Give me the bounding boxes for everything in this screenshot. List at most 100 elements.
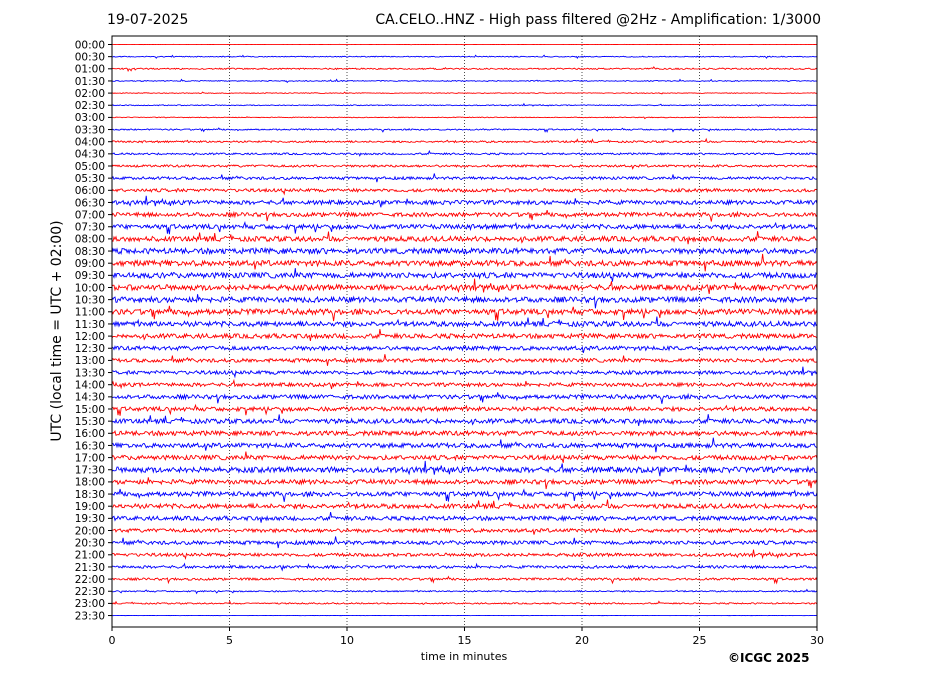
trace-0230 <box>111 102 818 107</box>
x-tick-label: 25 <box>693 634 707 647</box>
y-tick-label: 00:00 <box>75 39 105 51</box>
y-tick-label: 01:00 <box>75 64 105 76</box>
trace-0830 <box>111 246 818 256</box>
trace-1130 <box>111 316 818 328</box>
trace-0630 <box>111 195 818 208</box>
trace-0700 <box>111 209 818 222</box>
y-tick-label: 21:00 <box>75 550 105 562</box>
trace-1700 <box>111 451 818 463</box>
y-tick-label: 08:30 <box>75 246 105 258</box>
y-tick-label: 11:00 <box>75 307 105 319</box>
trace-0130 <box>111 78 818 84</box>
y-tick-label: 13:00 <box>75 355 105 367</box>
y-tick-label: 06:00 <box>75 185 105 197</box>
trace-1830 <box>111 488 818 502</box>
y-tick-label: 17:00 <box>75 452 105 464</box>
trace-1400 <box>111 378 818 390</box>
trace-2230 <box>111 588 818 595</box>
grid-layer <box>229 36 700 627</box>
trace-0930 <box>111 268 818 282</box>
y-tick-label: 10:00 <box>75 282 105 294</box>
y-tick-label: 20:30 <box>75 537 105 549</box>
y-tick-label: 12:30 <box>75 343 105 355</box>
y-tick-label: 02:30 <box>75 100 105 112</box>
trace-0900 <box>111 253 818 272</box>
x-tick-label: 20 <box>575 634 589 647</box>
x-tick-label: 30 <box>810 634 824 647</box>
trace-1230 <box>111 344 818 354</box>
y-tick-label: 13:30 <box>75 367 105 379</box>
trace-1630 <box>111 437 818 453</box>
chart-title: CA.CELO..HNZ - High pass filtered @2Hz -… <box>375 12 821 28</box>
trace-0400 <box>111 137 818 144</box>
y-tick-label: 04:30 <box>75 149 105 161</box>
trace-2130 <box>111 562 817 572</box>
trace-layer <box>111 43 818 617</box>
y-tick-label: 12:00 <box>75 331 105 343</box>
axis-layer: 0 5 10 15 20 25 30 00:0000:3001:0001:3002:0002:… <box>75 35 824 647</box>
trace-1930 <box>111 511 818 523</box>
x-tick-label: 15 <box>458 634 472 647</box>
y-tick-label: 21:30 <box>75 562 105 574</box>
trace-2000 <box>111 527 818 535</box>
y-tick-label: 10:30 <box>75 294 105 306</box>
y-tick-label: 22:30 <box>75 586 105 598</box>
y-tick-label: 05:00 <box>75 161 105 173</box>
trace-1500 <box>111 403 818 416</box>
y-tick-label: 20:00 <box>75 525 105 537</box>
y-tick-label: 07:30 <box>75 222 105 234</box>
y-tick-label: 01:30 <box>75 76 105 88</box>
trace-1000 <box>111 278 818 294</box>
trace-1430 <box>111 392 818 404</box>
y-tick-label: 09:00 <box>75 258 105 270</box>
y-tick-label: 07:00 <box>75 209 105 221</box>
trace-0530 <box>111 173 818 183</box>
trace-0800 <box>111 231 818 245</box>
y-tick-label: 15:30 <box>75 416 105 428</box>
trace-2200 <box>111 575 818 585</box>
trace-2300 <box>111 600 818 606</box>
trace-1800 <box>111 477 818 490</box>
trace-1030 <box>111 294 818 309</box>
x-axis-label: time in minutes <box>420 650 508 663</box>
trace-2100 <box>111 549 818 561</box>
trace-1600 <box>111 429 818 438</box>
trace-1900 <box>111 499 818 511</box>
trace-0030 <box>111 54 818 60</box>
trace-0100 <box>111 66 818 73</box>
trace-0300 <box>111 116 818 120</box>
trace-1100 <box>111 305 818 322</box>
trace-1200 <box>111 329 818 342</box>
y-tick-label: 18:00 <box>75 477 105 489</box>
y-tick-label: 16:00 <box>75 428 105 440</box>
y-tick-label: 11:30 <box>75 319 105 331</box>
trace-0330 <box>111 127 818 133</box>
y-tick-label: 19:00 <box>75 501 105 513</box>
trace-0500 <box>111 164 818 170</box>
x-tick-label: 5 <box>226 634 233 647</box>
trace-0200 <box>111 91 818 95</box>
x-tick-label: 0 <box>109 634 116 647</box>
trace-1300 <box>111 354 818 366</box>
y-tick-label: 14:00 <box>75 380 105 392</box>
y-tick-label: 00:30 <box>75 51 105 63</box>
y-tick-label: 02:00 <box>75 88 105 100</box>
y-tick-label: 14:30 <box>75 392 105 404</box>
trace-0600 <box>111 187 818 196</box>
trace-1330 <box>111 366 818 379</box>
y-tick-label: 06:30 <box>75 197 105 209</box>
y-tick-label: 17:30 <box>75 465 105 477</box>
trace-0730 <box>111 220 818 235</box>
copyright-label: ©ICGC 2025 <box>728 651 810 665</box>
y-tick-label: 16:30 <box>75 440 105 452</box>
y-tick-label: 22:00 <box>75 574 105 586</box>
date-label: 19-07-2025 <box>107 12 189 28</box>
y-tick-label: 19:30 <box>75 513 105 525</box>
x-tick-label: 10 <box>340 634 354 647</box>
y-tick-label: 05:30 <box>75 173 105 185</box>
plot-frame <box>111 35 818 628</box>
y-tick-label: 04:00 <box>75 137 105 149</box>
trace-1530 <box>111 414 818 427</box>
y-tick-label: 15:00 <box>75 404 105 416</box>
